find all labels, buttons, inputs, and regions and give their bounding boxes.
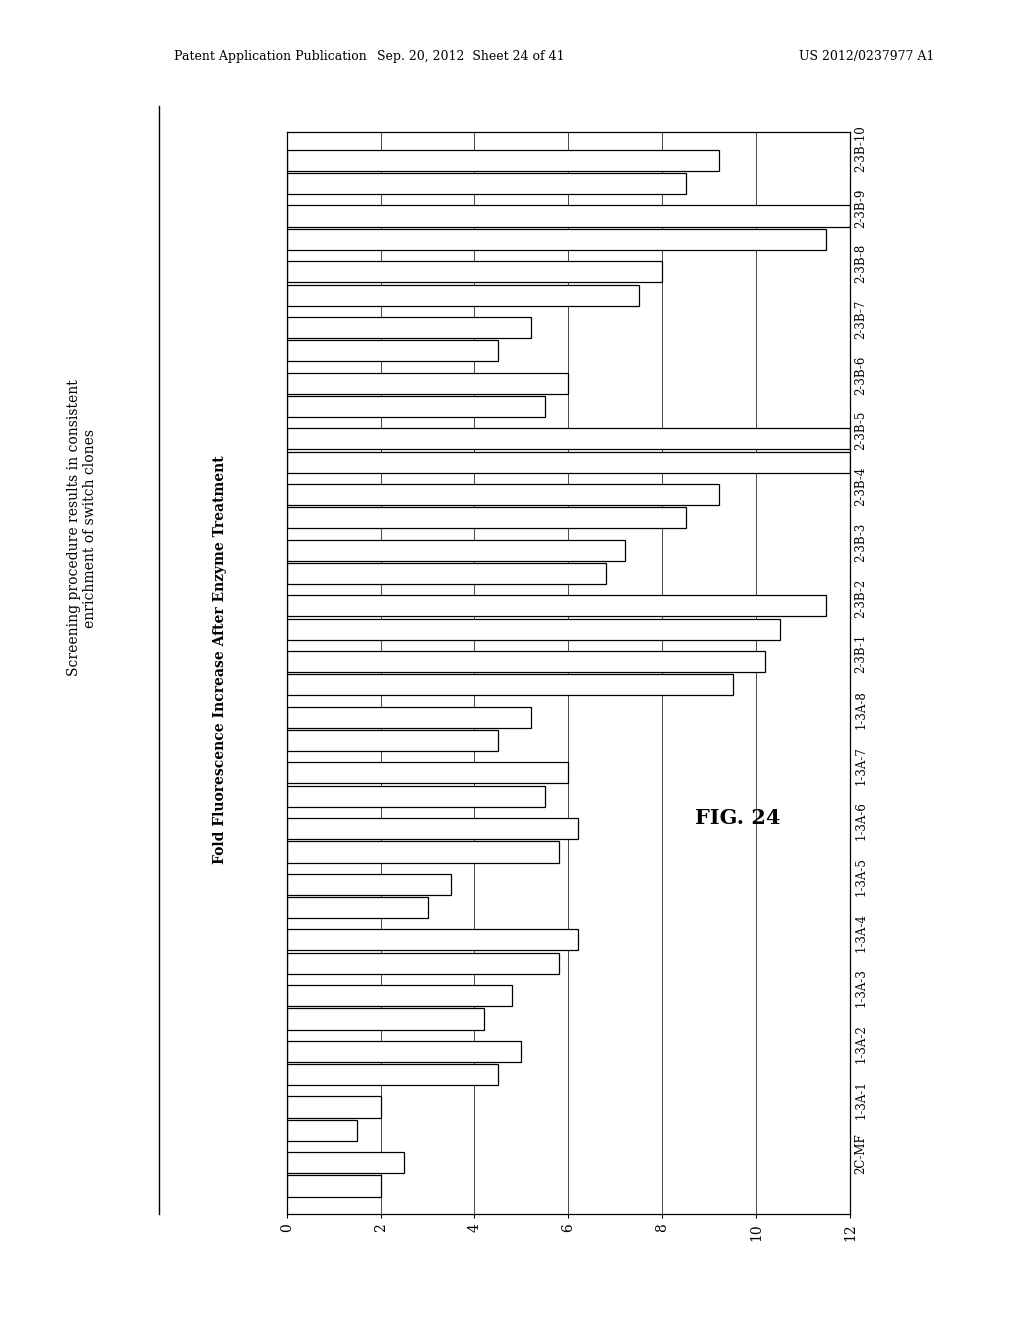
- Bar: [287, 874, 451, 895]
- Text: US 2012/0237977 A1: US 2012/0237977 A1: [799, 50, 934, 63]
- Bar: [287, 1097, 381, 1118]
- Bar: [287, 285, 639, 306]
- Bar: [287, 173, 686, 194]
- Bar: [287, 1175, 381, 1197]
- Text: Patent Application Publication: Patent Application Publication: [174, 50, 367, 63]
- Text: Screening procedure results in consistent
enrichment of switch clones: Screening procedure results in consisten…: [67, 380, 97, 676]
- Bar: [287, 706, 530, 727]
- Text: Fold Fluorescence Increase After Enzyme Treatment: Fold Fluorescence Increase After Enzyme …: [213, 455, 227, 865]
- Text: Sep. 20, 2012  Sheet 24 of 41: Sep. 20, 2012 Sheet 24 of 41: [377, 50, 565, 63]
- Bar: [287, 785, 545, 807]
- Bar: [287, 317, 530, 338]
- Bar: [287, 985, 512, 1006]
- Bar: [287, 540, 625, 561]
- Bar: [287, 898, 428, 919]
- Bar: [287, 675, 732, 696]
- Bar: [287, 341, 498, 362]
- Bar: [287, 228, 826, 249]
- Bar: [287, 841, 559, 862]
- Bar: [287, 562, 606, 585]
- Bar: [287, 149, 719, 172]
- Bar: [287, 595, 826, 616]
- Bar: [287, 1040, 521, 1061]
- Bar: [287, 372, 568, 393]
- Bar: [287, 1119, 357, 1140]
- Bar: [287, 1064, 498, 1085]
- Bar: [287, 651, 766, 672]
- Bar: [287, 261, 663, 282]
- Bar: [287, 428, 850, 449]
- Text: FIG. 24: FIG. 24: [694, 808, 780, 829]
- Bar: [287, 396, 545, 417]
- Bar: [287, 484, 719, 506]
- Bar: [287, 953, 559, 974]
- Bar: [287, 762, 568, 784]
- Bar: [287, 1152, 404, 1173]
- Bar: [287, 730, 498, 751]
- Bar: [287, 929, 578, 950]
- Bar: [287, 507, 686, 528]
- Bar: [287, 619, 779, 640]
- Bar: [287, 1008, 484, 1030]
- Bar: [287, 818, 578, 840]
- Bar: [287, 451, 850, 473]
- Bar: [287, 206, 850, 227]
